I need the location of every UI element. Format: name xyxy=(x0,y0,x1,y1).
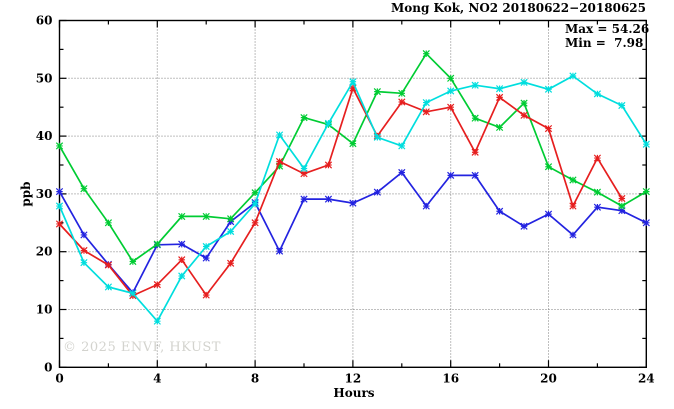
series-red-markers xyxy=(55,84,626,300)
y-tick-label: 60 xyxy=(36,14,53,28)
y-tick-label: 30 xyxy=(36,187,53,201)
series-blue-markers xyxy=(55,168,650,297)
legend-min: Min = 7.98 xyxy=(565,36,644,50)
chart-title: Mong Kok, NO2 20180622−20180625 xyxy=(390,1,646,15)
x-tick-label: 12 xyxy=(345,371,362,385)
y-tick-label: 50 xyxy=(36,71,53,85)
x-tick-label: 4 xyxy=(153,371,161,385)
y-tick-label: 40 xyxy=(36,129,53,143)
x-tick-label: 20 xyxy=(540,371,557,385)
series-cyan-markers xyxy=(55,72,650,325)
series-red-line xyxy=(58,85,623,297)
x-tick-label: 16 xyxy=(442,371,459,385)
y-tick-label: 20 xyxy=(36,245,53,259)
series-cyan-line xyxy=(58,74,648,323)
x-tick-label: 0 xyxy=(55,371,63,385)
legend-max: Max = 54.26 xyxy=(565,22,650,36)
stats-legend: Max = 54.26 Min = 7.98 xyxy=(565,22,649,50)
x-tick-label: 8 xyxy=(251,371,259,385)
series-blue-line xyxy=(58,171,647,295)
y-axis-label: ppb xyxy=(19,181,33,207)
x-axis-label: Hours xyxy=(333,386,375,400)
y-tick-label: 0 xyxy=(44,360,52,374)
x-tick-label: 24 xyxy=(638,371,655,385)
watermark: © 2025 ENVF, HKUST xyxy=(63,340,221,355)
y-tick-label: 10 xyxy=(36,303,53,317)
